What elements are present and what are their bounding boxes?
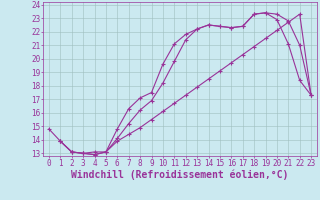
X-axis label: Windchill (Refroidissement éolien,°C): Windchill (Refroidissement éolien,°C) [71,169,289,180]
